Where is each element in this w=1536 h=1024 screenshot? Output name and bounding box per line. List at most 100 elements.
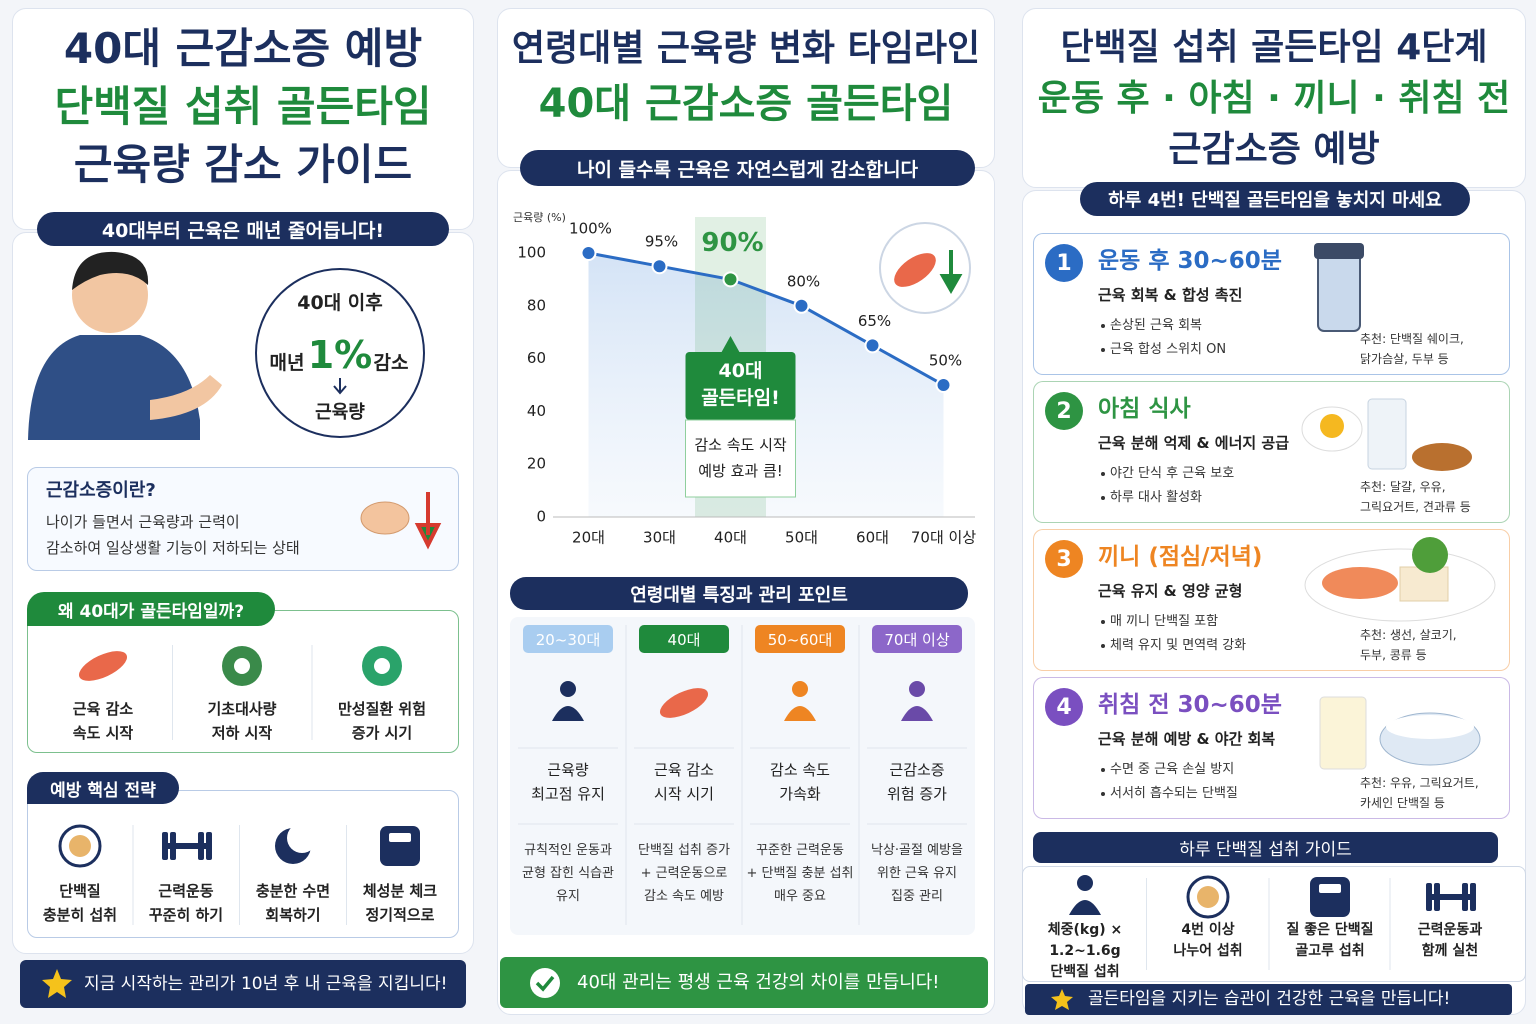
y-tick-label: 80 (527, 296, 546, 314)
step-subtitle: 근육 회복 & 합성 촉진 (1098, 286, 1243, 304)
x-tick-label: 50대 (785, 529, 818, 547)
x-tick-label: 40대 (714, 529, 747, 547)
food (1322, 567, 1398, 599)
stage-label: 20~30대 (523, 625, 613, 653)
icon (1434, 883, 1440, 911)
food (1320, 414, 1344, 438)
stage-feature: 근육 감소 시작 시기 (654, 761, 714, 803)
stages-title: 연령대별 특징과 관리 포인트 (510, 577, 968, 610)
banner: 하루 4번! 단백질 골든타임을 놓치지 마세요 (1080, 182, 1470, 216)
stage-label: 40대 (639, 625, 729, 653)
icon (1426, 894, 1474, 900)
stage-feature: 근육량 최고점 유지 (531, 761, 605, 803)
icon (78, 651, 128, 681)
step-recommend: 추천: 우유, 그릭요거트, 카세인 단백질 등 (1360, 776, 1479, 810)
stage-label: 70대 이상 (872, 625, 962, 653)
title-line: 운동 후 · 아침 · 끼니 · 취침 전 (1037, 78, 1511, 119)
marker (935, 377, 952, 393)
value-label: 95% (645, 233, 678, 251)
definition-text: 나이가 들면서 근육량과 근력이 감소하여 일상생활 기능이 저하되는 상태 (46, 513, 300, 557)
man-arm (150, 375, 222, 420)
icon (234, 658, 250, 674)
stage-tip: 규칙적인 운동과 균형 잡힌 식습관 유지 (522, 843, 614, 904)
strategy-item: 근력운동 꾸준히 하기 (148, 882, 224, 924)
guide-item: 체중(kg) × 1.2~1.6g 단백질 섭취 (1047, 922, 1123, 980)
man-body (28, 335, 200, 440)
title-card (497, 8, 995, 168)
check (535, 975, 555, 992)
bullet-dot (1101, 644, 1105, 648)
icon (389, 833, 411, 842)
bullet-dot (1101, 348, 1105, 352)
man-hair (72, 251, 149, 290)
star (1051, 989, 1073, 1010)
y-tick-label: 20 (527, 455, 546, 473)
icon (901, 706, 933, 721)
title-line: 근감소증 예방 (1168, 129, 1380, 170)
step-bullet: 수면 중 근육 손실 방지 (1110, 762, 1235, 777)
callout-pointer (720, 336, 741, 354)
footer-text: 40대 관리는 평생 근육 건강의 차이를 만듭니다! (577, 972, 940, 993)
why-title: 왜 40대가 골든타임일까? (27, 592, 275, 626)
footer (20, 960, 466, 1008)
step-bullet: 매 끼니 단백질 포함 (1110, 614, 1219, 629)
stage-label: 50~60대 (755, 625, 845, 653)
guide-item: 근력운동과 함께 실천 (1417, 922, 1483, 959)
title-line: 연령대별 근육량 변화 타임라인 (511, 28, 981, 69)
icon (1069, 900, 1101, 915)
icon (909, 681, 925, 697)
x-tick-label: 60대 (856, 529, 889, 547)
step-bullet: 하루 대사 활성화 (1110, 490, 1202, 505)
icon (206, 832, 212, 860)
step-bullet: 서서히 흡수되는 단백질 (1110, 786, 1238, 801)
icon (414, 492, 442, 550)
step-title: 끼니 (점심/저녁) (1098, 544, 1263, 570)
circle-suffix: 감소 (373, 352, 409, 374)
x-tick-label: 20대 (572, 529, 605, 547)
icon (380, 826, 420, 866)
icon (170, 832, 176, 860)
guide-title: 하루 단백질 섭취 가이드 (1033, 832, 1498, 863)
marker (651, 258, 668, 275)
icon (1462, 883, 1468, 911)
bullet-dot (1101, 324, 1105, 328)
step-title: 취침 전 30~60분 (1098, 692, 1282, 718)
value-label: 80% (787, 272, 820, 290)
strategy-item: 충분한 수면 회복하기 (255, 882, 331, 924)
x-tick-label: 70대 이상 (911, 529, 976, 547)
icon (198, 832, 204, 860)
callout-text: 감소 속도 시작 예방 효과 큼! (694, 436, 787, 480)
icon (360, 501, 410, 535)
icon (1077, 875, 1093, 891)
food (1314, 243, 1364, 259)
strategy-item: 체성분 체크 정기적으로 (362, 882, 438, 924)
callout-body (685, 419, 796, 498)
callout-title: 40대 골든타임! (701, 360, 780, 409)
icon (560, 681, 576, 697)
icon (1470, 883, 1476, 911)
step-number: 4 (1045, 688, 1083, 726)
icon (1319, 884, 1341, 893)
bullet-dot (1101, 472, 1105, 476)
title-line: 단백질 섭취 골든타임 (54, 82, 432, 131)
banner: 40대부터 근육은 매년 줄어듭니다! (37, 212, 449, 246)
food (1399, 566, 1449, 602)
y-tick-label: 0 (536, 508, 546, 526)
why-item: 만성질환 위험 증가 시기 (337, 700, 427, 742)
badge-muscle (894, 253, 936, 287)
bullet-dot (1101, 768, 1105, 772)
footer-text: 골든타임을 지키는 습관이 건강한 근육을 만듭니다! (1088, 989, 1451, 1009)
step-number: 3 (1045, 540, 1083, 578)
line (588, 251, 945, 387)
value-label: 50% (929, 352, 962, 370)
food (1386, 715, 1474, 739)
stage-feature: 근감소증 위험 증가 (887, 761, 947, 803)
icon (162, 843, 210, 849)
stage-tip: 낙상·골절 예방을 위한 근육 유지 집중 관리 (871, 843, 963, 904)
stage-tip: 꾸준한 근력운동 + 단백질 충분 섭취 매우 중요 (746, 843, 854, 904)
title-card (1022, 8, 1526, 188)
circle-big: 1% (307, 333, 373, 377)
marker (580, 245, 597, 261)
circle-bottom: 근육량 (315, 402, 365, 423)
